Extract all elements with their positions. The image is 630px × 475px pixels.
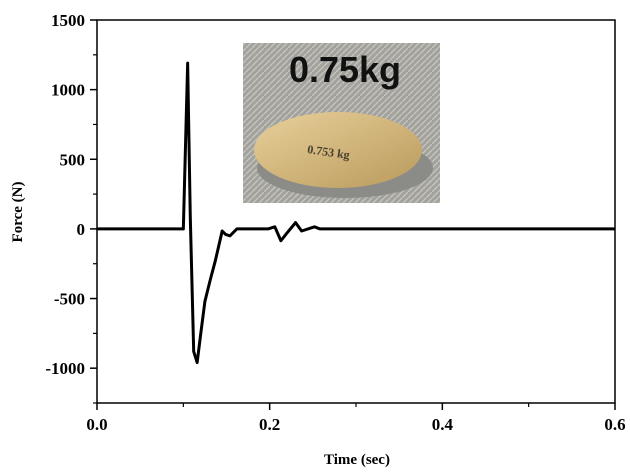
plot-frame [96, 19, 616, 404]
x-tick-label: 0.2 [259, 415, 280, 434]
line-series [97, 61, 615, 365]
y-tick-label: -1000 [45, 359, 85, 378]
y-tick-label: 0 [77, 220, 86, 239]
x-tick-label: 0.6 [604, 415, 625, 434]
y-axis-label: Force (N) [10, 182, 26, 243]
annotation: 0.753 kg [306, 142, 350, 162]
x-axis-label: Time (sec) [324, 452, 390, 468]
annotation: 0.75kg [289, 49, 401, 90]
y-tick-label: -500 [54, 290, 85, 309]
x-tick-label: 0.4 [432, 415, 454, 434]
x-tick-label: 0.0 [86, 415, 107, 434]
inset-photo [243, 43, 440, 203]
y-tick-label: 1000 [51, 81, 85, 100]
y-tick-label: 1500 [51, 11, 85, 30]
y-tick-label: 500 [60, 150, 86, 169]
